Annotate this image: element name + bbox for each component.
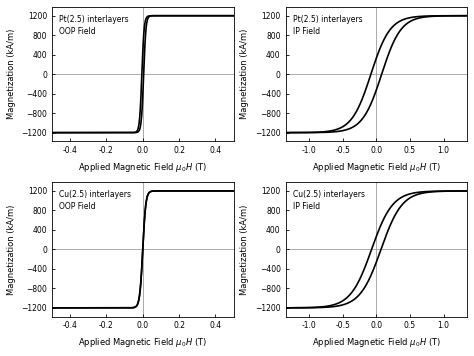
Text: Cu(2.5) interlayers
OOP Field: Cu(2.5) interlayers OOP Field [59,190,131,211]
X-axis label: Applied Magnetic Field $\mu_0H$ (T): Applied Magnetic Field $\mu_0H$ (T) [312,161,441,174]
Y-axis label: Magnetization (kA/m): Magnetization (kA/m) [7,204,16,295]
Y-axis label: Magnetization (kA/m): Magnetization (kA/m) [240,29,249,119]
X-axis label: Applied Magnetic Field $\mu_0H$ (T): Applied Magnetic Field $\mu_0H$ (T) [312,336,441,349]
Y-axis label: Magnetization (kA/m): Magnetization (kA/m) [240,204,249,295]
X-axis label: Applied Magnetic Field $\mu_0H$ (T): Applied Magnetic Field $\mu_0H$ (T) [78,161,207,174]
Text: Pt(2.5) interlayers
OOP Field: Pt(2.5) interlayers OOP Field [59,15,129,36]
Text: Cu(2.5) interlayers
IP Field: Cu(2.5) interlayers IP Field [293,190,365,211]
Y-axis label: Magnetization (kA/m): Magnetization (kA/m) [7,29,16,119]
Text: Pt(2.5) interlayers
IP Field: Pt(2.5) interlayers IP Field [293,15,363,36]
X-axis label: Applied Magnetic Field $\mu_0H$ (T): Applied Magnetic Field $\mu_0H$ (T) [78,336,207,349]
